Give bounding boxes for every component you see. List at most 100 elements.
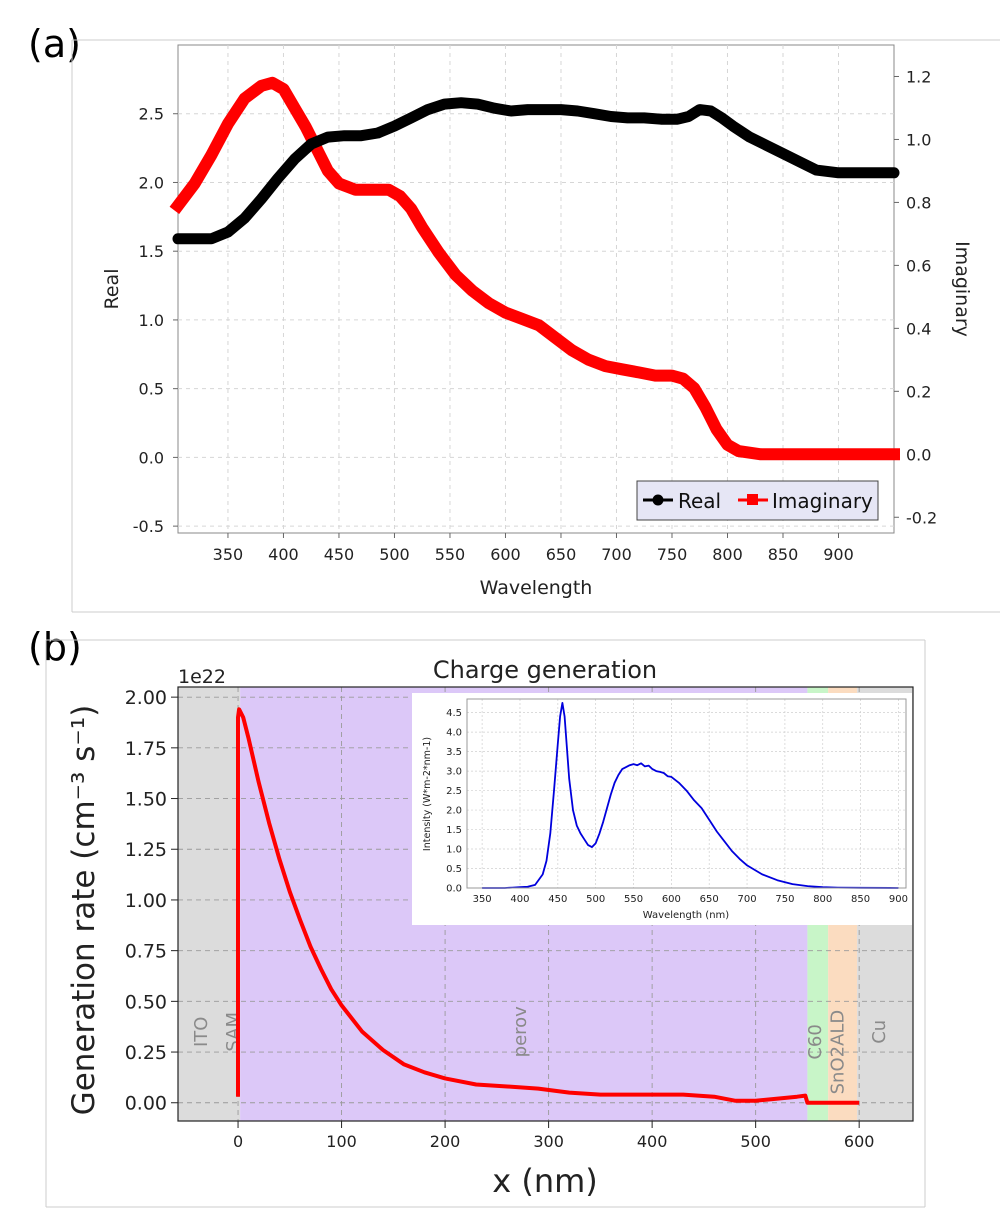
x-tick-label-a: 900 [823, 545, 854, 564]
layer-labels: ITO SAM perov C60 SnO2ALD Cu [191, 1006, 890, 1095]
y-tick-label-b: 1.25 [125, 839, 167, 861]
layer-label-c60: C60 [805, 1024, 826, 1059]
y2-tick-label-a: 0.2 [906, 382, 931, 401]
x-tick-label-inset: 850 [851, 894, 870, 905]
y-tick-label-inset: 4.5 [446, 708, 462, 719]
y2-tick-label-a: 0.6 [906, 256, 931, 275]
y-tick-label-b: 1.00 [125, 890, 167, 912]
y2-ticks-a: -0.2 0.0 0.2 0.4 0.6 0.8 1.0 1.2 [894, 67, 937, 527]
grid-inset [467, 699, 906, 889]
x-ticks-b: 0 100 200 300 400 500 600 [233, 1121, 874, 1151]
legend-a: Real Imaginary [636, 480, 879, 521]
chart-a: 350 400 450 500 550 600 650 700 750 800 850 900 -0.… [71, 39, 1000, 613]
legend-imaginary-marker [747, 494, 758, 505]
x-axis-label-inset: Wavelength (nm) [643, 910, 729, 921]
x-tick-label-inset: 600 [662, 894, 681, 905]
x-tick-label-inset: 800 [813, 894, 832, 905]
x-tick-label-inset: 550 [624, 894, 643, 905]
x-tick-label-b: 200 [430, 1132, 461, 1151]
y-tick-label-a: 0.5 [139, 380, 164, 399]
legend-real-marker [652, 494, 664, 506]
x-tick-label-b: 0 [233, 1132, 243, 1151]
x-ticks-a: 350 400 450 500 550 600 650 700 750 800 850 900 [213, 533, 854, 564]
y-tick-label-inset: 3.5 [446, 747, 462, 758]
y2-axis-label-a: Imaginary [951, 241, 973, 337]
x-tick-label-b: 600 [844, 1132, 875, 1151]
y2-tick-label-a: 0.4 [906, 319, 931, 338]
chart-title-b: Charge generation [433, 656, 657, 684]
y-tick-label-inset: 2.5 [446, 786, 462, 797]
series-inset [482, 702, 899, 889]
y-tick-label-inset: 1.0 [446, 845, 462, 856]
layer-label-cu: Cu [869, 1020, 890, 1044]
y-ticks-b: 0.00 0.25 0.50 0.75 1.00 1.25 1.50 1.75 2.00 [125, 687, 178, 1115]
layer-label-ito: ITO [191, 1017, 212, 1047]
x-tick-label-b: 300 [533, 1132, 564, 1151]
x-tick-label-b: 100 [326, 1132, 357, 1151]
inset-background [412, 693, 912, 925]
y-tick-label-a: 1.5 [139, 242, 164, 261]
x-tick-label-a: 400 [268, 545, 299, 564]
chart-b: ITO SAM perov C60 SnO2ALD Cu 0 100 200 300 400 500… [45, 639, 926, 1208]
y-tick-label-b: 0.50 [125, 991, 167, 1013]
imaginary-series-line [169, 76, 900, 461]
y-axis-label-inset: Intensity (W*m-2*nm-1) [422, 737, 433, 851]
x-tick-label-a: 750 [657, 545, 688, 564]
y-tick-label-a: 2.5 [139, 105, 164, 124]
generation-rate-line [236, 707, 860, 1105]
layer-label-perov: perov [510, 1006, 531, 1058]
x-tick-label-b: 500 [740, 1132, 771, 1151]
y-tick-label-a: 1.0 [139, 311, 164, 330]
real-series-line [172, 97, 900, 245]
legend-imaginary-label: Imaginary [772, 489, 873, 513]
y2-tick-label-a: -0.2 [906, 508, 937, 527]
legend-real-label: Real [678, 489, 721, 513]
series-b [236, 707, 860, 1105]
y-axis-label-b: Generation rate (cm⁻³ s⁻¹) [66, 705, 102, 1116]
x-tick-label-inset: 400 [510, 894, 529, 905]
y-ticks-a: -0.5 0.0 0.5 1.0 1.5 2.0 2.5 [133, 105, 178, 536]
y-tick-label-b: 1.75 [125, 738, 167, 760]
y2-tick-label-a: 0.8 [906, 193, 931, 212]
y-tick-label-b: 0.75 [125, 941, 167, 963]
x-axis-label-b: x (nm) [492, 1162, 598, 1200]
x-ticks-inset: 350 400 450 500 550 600 650 700 750 800 850 900 [473, 894, 908, 905]
x-tick-label-a: 350 [213, 545, 244, 564]
y-tick-label-b: 1.50 [125, 789, 167, 811]
x-axis-label-a: Wavelength [480, 577, 593, 599]
panel-label-b: (b) [28, 625, 82, 669]
x-tick-label-a: 450 [324, 545, 355, 564]
x-tick-label-a: 650 [546, 545, 577, 564]
y-tick-label-b: 2.00 [125, 687, 167, 709]
inset-spectrum: 350 400 450 500 550 600 650 700 750 800 850 900 0.0… [412, 693, 912, 925]
y-tick-label-inset: 1.5 [446, 825, 462, 836]
y-tick-label-a: 0.0 [139, 448, 164, 467]
y-tick-label-a: -0.5 [133, 517, 164, 536]
layer-label-sam: SAM [223, 1012, 244, 1052]
x-tick-label-inset: 450 [548, 894, 567, 905]
x-tick-label-inset: 350 [473, 894, 492, 905]
x-tick-label-inset: 650 [700, 894, 719, 905]
x-tick-label-a: 800 [712, 545, 743, 564]
x-tick-label-a: 850 [768, 545, 799, 564]
multiplier-b: 1e22 [178, 666, 226, 688]
y-ticks-inset: 0.0 0.5 1.0 1.5 2.0 2.5 3.0 3.5 4.0 4.5 [446, 708, 462, 894]
y-tick-label-inset: 0.0 [446, 884, 462, 895]
spectrum-line [482, 702, 899, 889]
y2-tick-label-a: 0.0 [906, 445, 931, 464]
x-tick-label-inset: 500 [586, 894, 605, 905]
x-tick-label-a: 550 [435, 545, 466, 564]
plot-frame-inset [466, 698, 907, 889]
y2-tick-label-a: 1.0 [906, 130, 931, 149]
x-tick-label-a: 500 [379, 545, 410, 564]
x-tick-label-inset: 750 [775, 894, 794, 905]
layer-label-sno2ald: SnO2ALD [828, 1010, 849, 1095]
x-tick-label-a: 700 [601, 545, 632, 564]
x-tick-label-inset: 700 [738, 894, 757, 905]
y-tick-label-b: 0.00 [125, 1093, 167, 1115]
x-tick-label-b: 400 [637, 1132, 668, 1151]
y-tick-label-inset: 0.5 [446, 864, 462, 875]
y-tick-label-b: 0.25 [125, 1042, 167, 1064]
plot-frame-b [177, 686, 914, 1122]
series-a [169, 76, 900, 461]
